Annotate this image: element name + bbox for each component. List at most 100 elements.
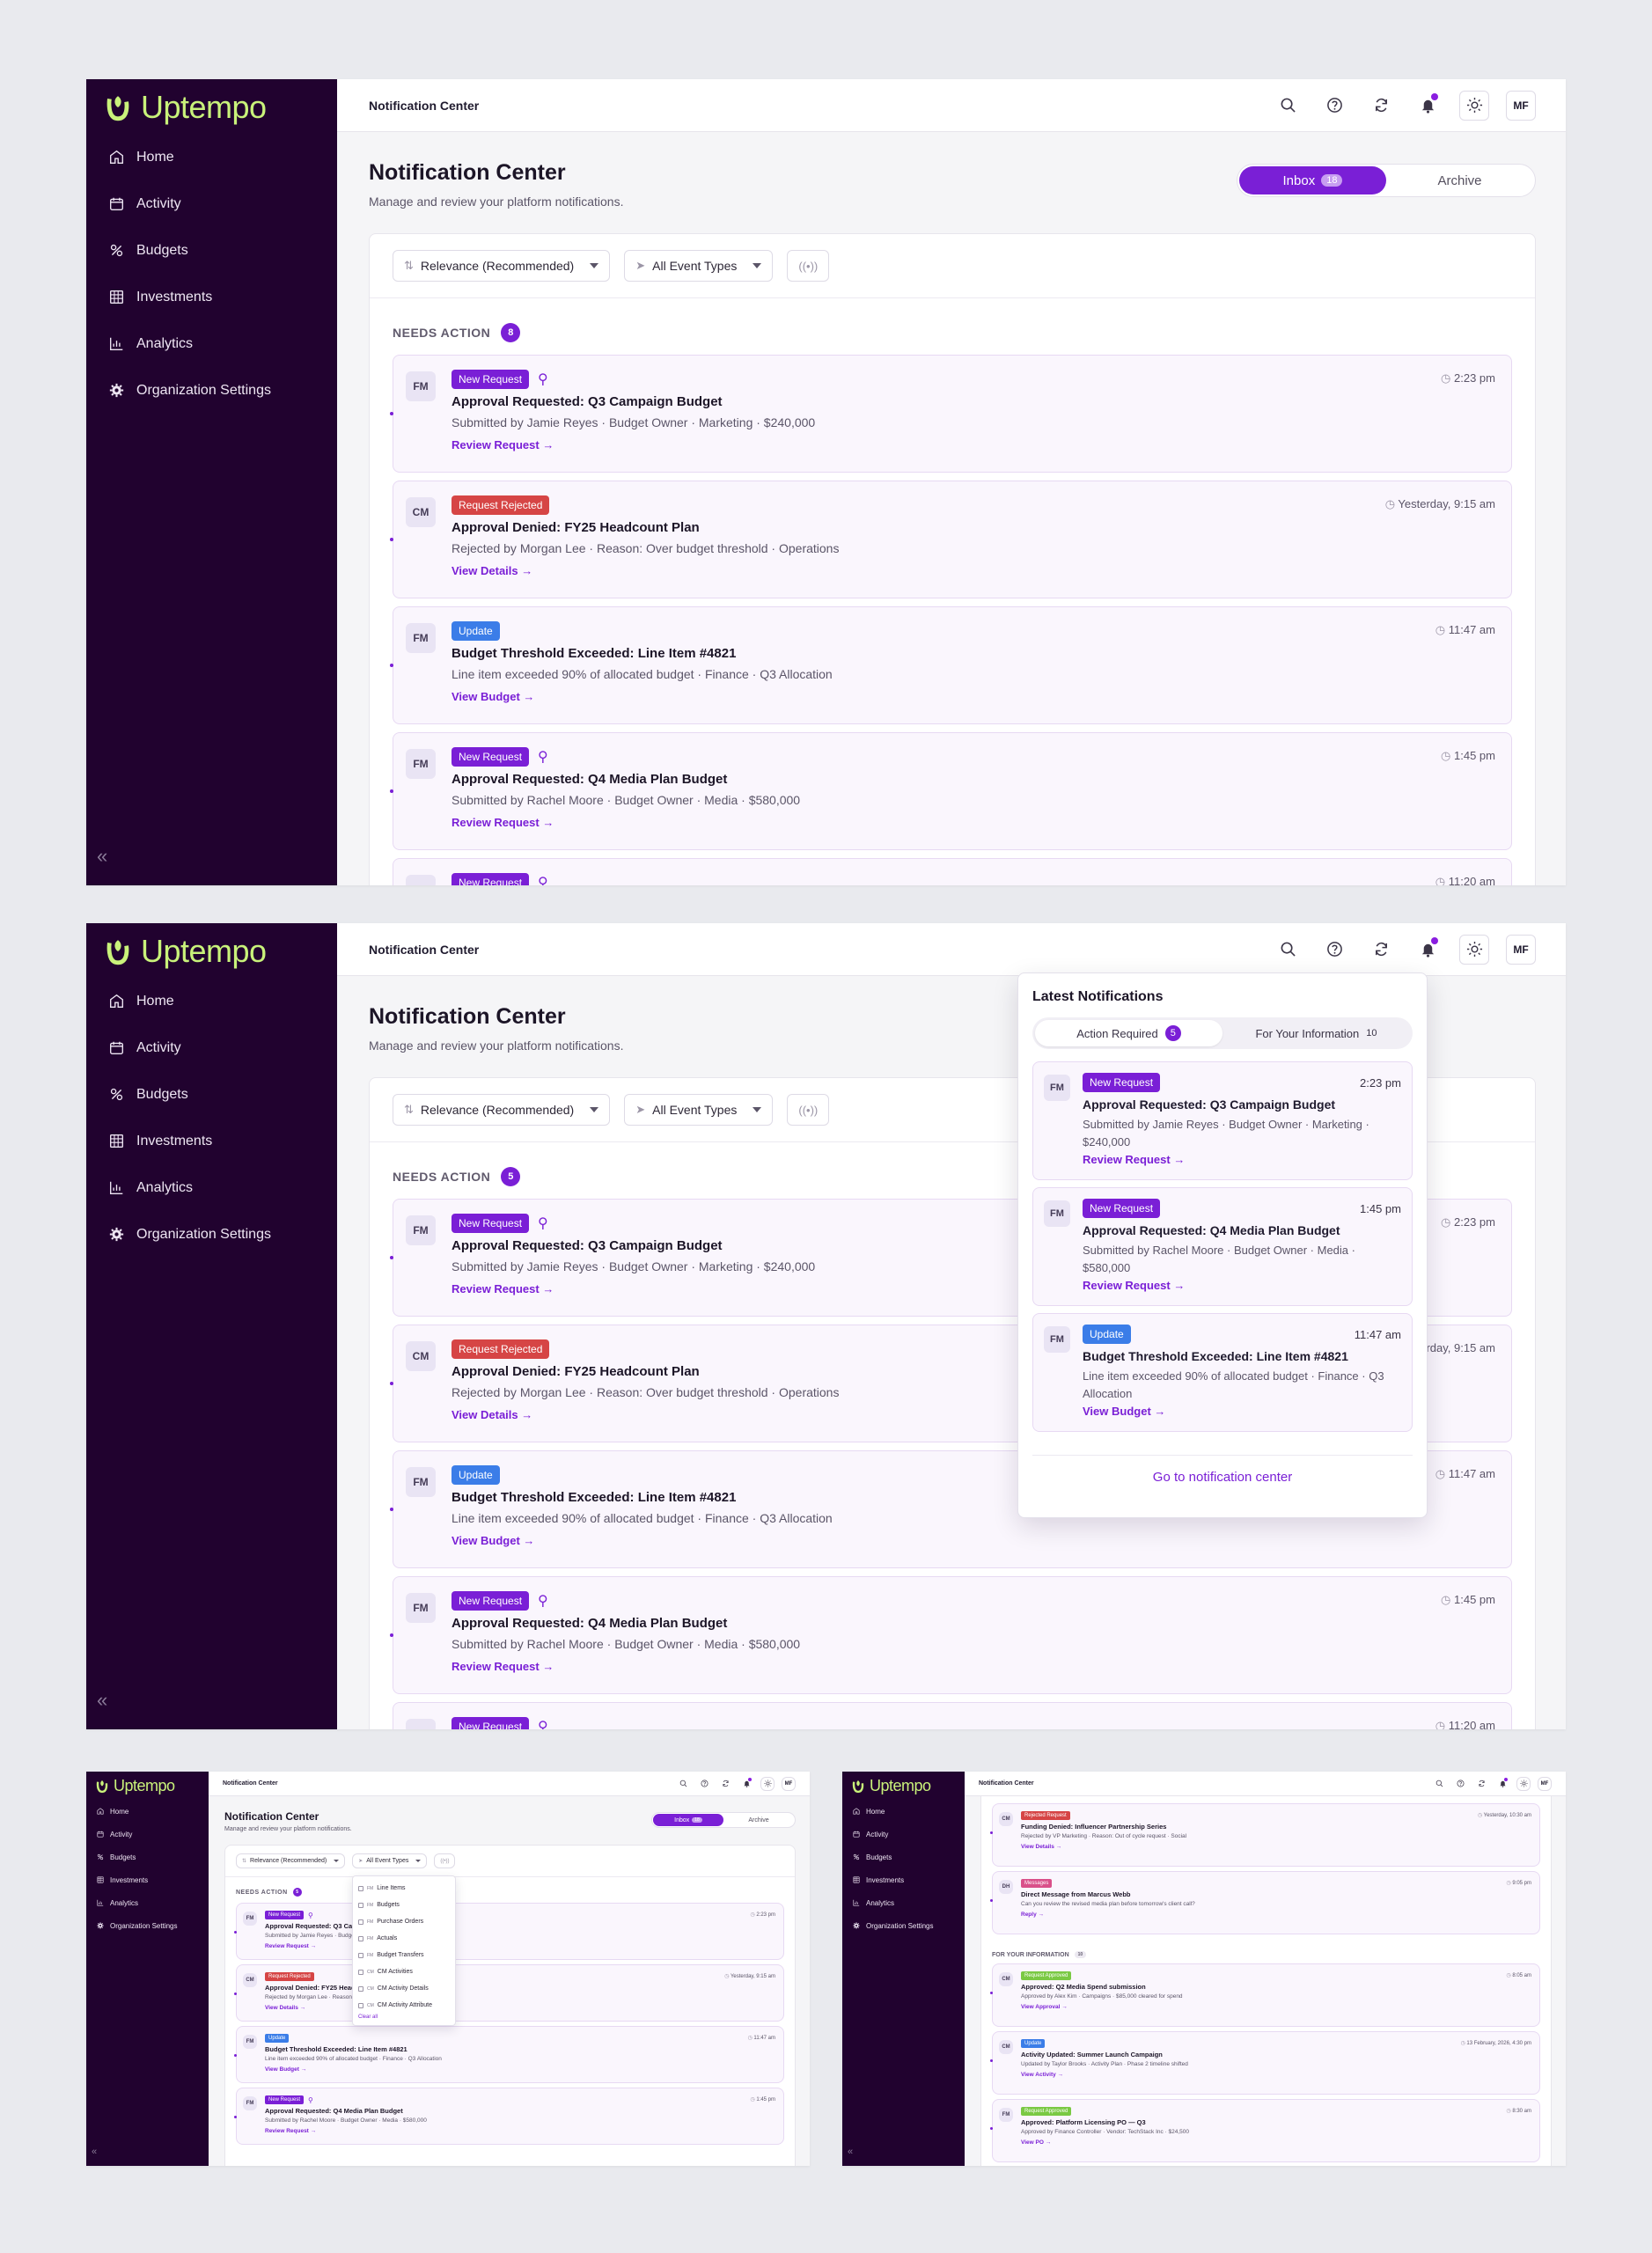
checkbox[interactable]: [358, 2002, 363, 2008]
event-type-select[interactable]: ➤ All Event Types: [624, 250, 774, 282]
checkbox[interactable]: [358, 1919, 363, 1925]
nav-activity[interactable]: Activity: [86, 1823, 209, 1846]
event-type-select[interactable]: ➤ All Event Types: [352, 1853, 428, 1868]
event-type-select[interactable]: ➤ All Event Types: [624, 1094, 774, 1126]
popover-notification-card[interactable]: FM New Request 1:45 pm Approval Requested: …: [1032, 1187, 1413, 1306]
checkbox[interactable]: [358, 1985, 363, 1992]
event-type-option[interactable]: FM Line Items: [358, 1880, 450, 1897]
pin-icon[interactable]: ⚲: [538, 876, 548, 885]
nav-home[interactable]: Home: [86, 1800, 209, 1823]
sync-icon[interactable]: [1366, 91, 1396, 121]
nav-budgets[interactable]: Budgets: [86, 227, 337, 274]
bell-icon[interactable]: [739, 1777, 753, 1791]
pin-icon[interactable]: ⚲: [538, 750, 548, 765]
notification-action-link[interactable]: Review Request →: [1083, 1153, 1186, 1166]
tab-action-required[interactable]: Action Required 5: [1035, 1020, 1222, 1046]
nav-home[interactable]: Home: [86, 134, 337, 180]
checkbox[interactable]: [358, 1885, 363, 1891]
event-type-option[interactable]: FM Actuals: [358, 1930, 450, 1947]
checkbox[interactable]: [358, 1935, 363, 1941]
brand-logo[interactable]: Uptempo: [86, 923, 337, 978]
sun-icon[interactable]: [1459, 934, 1489, 965]
help-icon[interactable]: [697, 1777, 711, 1791]
event-type-option[interactable]: CM CM Activities: [358, 1963, 450, 1980]
notification-action-link[interactable]: Review Request →: [452, 438, 554, 451]
notification-card[interactable]: FM New Request ⚲ 1:45 pm Approval Requested:…: [390, 732, 1512, 850]
user-avatar[interactable]: MF: [1506, 934, 1536, 965]
collapse-sidebar-icon[interactable]: «: [97, 845, 108, 867]
nav-activity[interactable]: Activity: [86, 180, 337, 227]
pin-icon[interactable]: ⚲: [538, 372, 548, 387]
tab-inbox[interactable]: Inbox 18: [1239, 166, 1386, 194]
nav-investments[interactable]: Investments: [86, 1868, 209, 1891]
event-type-option[interactable]: CM CM Activity Attribute: [358, 1997, 450, 2014]
tab-for-your-information[interactable]: For Your Information 10: [1222, 1020, 1410, 1046]
notification-action-link[interactable]: View Approval →: [1021, 2004, 1068, 2010]
nav-organization-settings[interactable]: Organization Settings: [86, 1914, 209, 1937]
collapse-sidebar-icon[interactable]: «: [92, 2147, 98, 2157]
broadcast-button[interactable]: ((•)): [787, 250, 830, 282]
nav-activity[interactable]: Activity: [842, 1823, 965, 1846]
notification-action-link[interactable]: Reply →: [1021, 1912, 1045, 1918]
notification-action-link[interactable]: Review Request →: [452, 816, 554, 829]
nav-organization-settings[interactable]: Organization Settings: [842, 1914, 965, 1937]
nav-activity[interactable]: Activity: [86, 1024, 337, 1071]
notification-card[interactable]: CM Update 13 February, 2026, 4:30 pm Activi…: [990, 2031, 1540, 2095]
notification-card[interactable]: FM New Request ⚲ 1:45 pm Approval Requested:…: [390, 1576, 1512, 1694]
bell-icon[interactable]: [1413, 935, 1443, 965]
sync-icon[interactable]: [1474, 1777, 1488, 1791]
sort-select[interactable]: ⇅ Relevance (Recommended): [236, 1853, 346, 1868]
search-icon[interactable]: [1273, 935, 1303, 965]
notification-action-link[interactable]: View Details →: [265, 2005, 306, 2011]
sort-select[interactable]: ⇅ Relevance (Recommended): [393, 1094, 611, 1126]
sort-select[interactable]: ⇅ Relevance (Recommended): [393, 250, 611, 282]
pin-icon[interactable]: ⚲: [538, 1594, 548, 1609]
collapse-sidebar-icon[interactable]: «: [97, 1689, 108, 1711]
event-type-option[interactable]: FM Budget Transfers: [358, 1947, 450, 1963]
bell-icon[interactable]: [1495, 1777, 1509, 1791]
broadcast-button[interactable]: ((•)): [434, 1853, 456, 1868]
notification-action-link[interactable]: View Budget →: [452, 690, 535, 703]
pin-icon[interactable]: ⚲: [308, 2095, 313, 2104]
help-icon[interactable]: [1319, 91, 1349, 121]
notification-action-link[interactable]: View Details →: [452, 1408, 533, 1421]
notification-card-partial[interactable]: New Request ⚲ 11:20 am: [393, 858, 1512, 885]
notification-card-partial[interactable]: New Request ⚲ 11:20 am: [393, 1702, 1512, 1729]
event-type-option[interactable]: CM CM Activity Details: [358, 1980, 450, 1997]
notification-action-link[interactable]: View Activity →: [1021, 2072, 1064, 2078]
tab-inbox[interactable]: Inbox 18: [653, 1814, 723, 1826]
pin-icon[interactable]: ⚲: [538, 1720, 548, 1729]
popover-notification-card[interactable]: FM New Request 2:23 pm Approval Requested: …: [1032, 1061, 1413, 1180]
user-avatar[interactable]: MF: [1538, 1776, 1552, 1791]
pin-icon[interactable]: ⚲: [308, 1911, 313, 1919]
nav-analytics[interactable]: Analytics: [86, 320, 337, 367]
nav-organization-settings[interactable]: Organization Settings: [86, 367, 337, 414]
clear-all-link[interactable]: Clear all: [358, 2014, 378, 2020]
nav-budgets[interactable]: Budgets: [86, 1071, 337, 1118]
notification-action-link[interactable]: View Budget →: [452, 1534, 535, 1547]
brand-logo[interactable]: Uptempo: [842, 1772, 965, 1800]
notification-card[interactable]: CM Rejected Request Yesterday, 10:30 am Fun…: [990, 1803, 1540, 1867]
notification-action-link[interactable]: Review Request →: [452, 1660, 554, 1673]
notification-action-link[interactable]: View PO →: [1021, 2139, 1052, 2146]
user-avatar[interactable]: MF: [782, 1776, 796, 1791]
checkbox[interactable]: [358, 1969, 363, 1975]
nav-home[interactable]: Home: [86, 978, 337, 1024]
nav-analytics[interactable]: Analytics: [86, 1164, 337, 1211]
notification-card[interactable]: FM Request Approved 8:30 am Approved: Platf…: [990, 2099, 1540, 2162]
tab-archive[interactable]: Archive: [1437, 172, 1482, 188]
notification-action-link[interactable]: View Details →: [1021, 1844, 1062, 1850]
notification-card[interactable]: CM Request Rejected Yesterday, 9:15 am Appr…: [234, 1964, 784, 2022]
nav-budgets[interactable]: Budgets: [842, 1846, 965, 1868]
nav-investments[interactable]: Investments: [86, 274, 337, 320]
collapse-sidebar-icon[interactable]: «: [848, 2147, 854, 2157]
nav-budgets[interactable]: Budgets: [86, 1846, 209, 1868]
pin-icon[interactable]: ⚲: [538, 1216, 548, 1231]
notification-card[interactable]: FM Update 11:47 am Budget Threshold Exceede…: [390, 606, 1512, 724]
nav-analytics[interactable]: Analytics: [842, 1891, 965, 1914]
event-type-option[interactable]: FM Budgets: [358, 1897, 450, 1913]
brand-logo[interactable]: Uptempo: [86, 1772, 209, 1800]
nav-home[interactable]: Home: [842, 1800, 965, 1823]
